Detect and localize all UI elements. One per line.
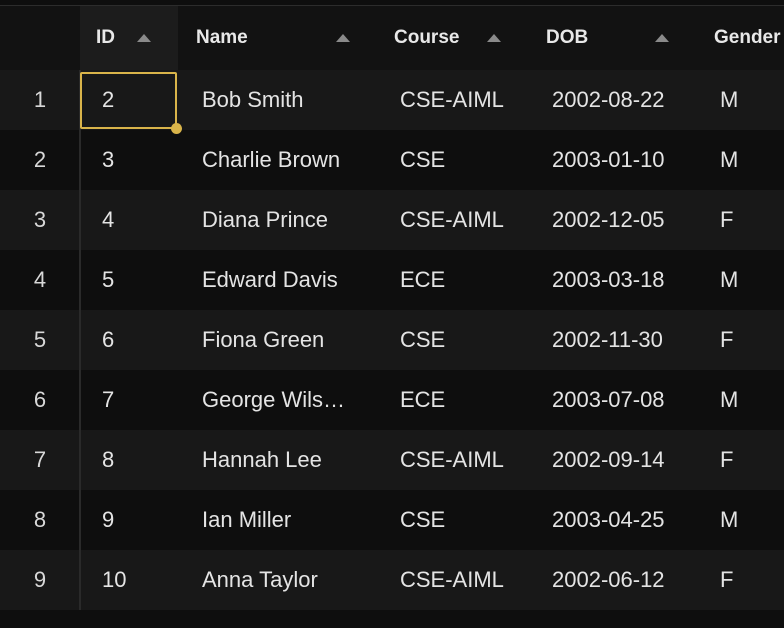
sort-ascending-icon[interactable] <box>336 34 350 42</box>
cell-dob[interactable]: 2002-06-12 <box>552 567 665 592</box>
sort-ascending-icon[interactable] <box>137 34 151 42</box>
row-number: 1 <box>33 87 47 112</box>
table-row[interactable]: 5 6 Fiona Green CSE 2002-11-30 F <box>0 310 784 370</box>
column-header-dob[interactable]: DOB <box>530 6 698 70</box>
grid-header: ID Name Course DOB Gender <box>0 6 784 70</box>
cell-id[interactable]: 2 <box>102 87 115 112</box>
cell-id[interactable]: 10 <box>102 567 127 592</box>
cell-dob[interactable]: 2002-12-05 <box>552 207 665 232</box>
table-row[interactable]: 6 7 George Wils… ECE 2003-07-08 M <box>0 370 784 430</box>
row-number: 7 <box>33 447 47 472</box>
cell-gender[interactable]: M <box>720 267 739 292</box>
cell-id[interactable]: 9 <box>102 507 115 532</box>
cell-name[interactable]: Charlie Brown <box>202 147 341 172</box>
grid-bottom-space <box>0 610 784 628</box>
cell-gender[interactable]: M <box>720 87 739 112</box>
cell-id[interactable]: 3 <box>102 147 115 172</box>
table-row[interactable]: 1 2 Bob Smith CSE-AIML 2002-08-22 M <box>0 70 784 130</box>
cell-gender[interactable]: F <box>720 447 734 472</box>
fill-handle[interactable] <box>171 123 182 134</box>
table-row[interactable]: 4 5 Edward Davis ECE 2003-03-18 M <box>0 250 784 310</box>
cell-name[interactable]: George Wils… <box>202 387 346 412</box>
cell-course[interactable]: CSE-AIML <box>400 207 504 232</box>
sort-ascending-icon[interactable] <box>487 34 501 42</box>
cell-gender[interactable]: F <box>720 567 734 592</box>
cell-id[interactable]: 6 <box>102 327 115 352</box>
row-number: 4 <box>33 267 47 292</box>
column-header-id-label: ID <box>96 27 115 48</box>
cell-dob[interactable]: 2002-08-22 <box>552 87 665 112</box>
row-number-header <box>0 6 80 70</box>
cell-id[interactable]: 4 <box>102 207 115 232</box>
cell-gender[interactable]: M <box>720 147 739 172</box>
cell-name[interactable]: Diana Prince <box>202 207 328 232</box>
cell-id[interactable]: 5 <box>102 267 115 292</box>
cell-course[interactable]: CSE-AIML <box>400 87 504 112</box>
cell-gender[interactable]: F <box>720 207 734 232</box>
cell-gender[interactable]: F <box>720 327 734 352</box>
sort-ascending-icon[interactable] <box>655 34 669 42</box>
cell-name[interactable]: Anna Taylor <box>202 567 318 592</box>
row-number: 8 <box>33 507 47 532</box>
cell-dob[interactable]: 2003-03-18 <box>552 267 665 292</box>
cell-name[interactable]: Ian Miller <box>202 507 292 532</box>
cell-id[interactable]: 8 <box>102 447 115 472</box>
cell-dob[interactable]: 2003-04-25 <box>552 507 665 532</box>
cell-name[interactable]: Bob Smith <box>202 87 304 112</box>
row-number: 3 <box>33 207 47 232</box>
cell-name[interactable]: Edward Davis <box>202 267 338 292</box>
cell-course[interactable]: CSE <box>400 507 446 532</box>
cell-course[interactable]: CSE <box>400 327 446 352</box>
column-header-gender-label: Gender <box>714 27 781 48</box>
cell-gender[interactable]: M <box>720 507 739 532</box>
table-row[interactable]: 9 10 Anna Taylor CSE-AIML 2002-06-12 F <box>0 550 784 610</box>
cell-course[interactable]: CSE <box>400 147 446 172</box>
column-header-name[interactable]: Name <box>180 6 378 70</box>
cell-dob[interactable]: 2003-01-10 <box>552 147 665 172</box>
cell-gender[interactable]: M <box>720 387 739 412</box>
table-row[interactable]: 3 4 Diana Prince CSE-AIML 2002-12-05 F <box>0 190 784 250</box>
cell-course[interactable]: ECE <box>400 267 446 292</box>
cell-course[interactable]: CSE-AIML <box>400 567 504 592</box>
cell-dob[interactable]: 2002-11-30 <box>552 327 663 352</box>
table-row[interactable]: 2 3 Charlie Brown CSE 2003-01-10 M <box>0 130 784 190</box>
row-number: 6 <box>33 387 47 412</box>
cell-dob[interactable]: 2003-07-08 <box>552 387 665 412</box>
cell-course[interactable]: ECE <box>400 387 446 412</box>
column-header-course-label: Course <box>394 27 460 48</box>
cell-name[interactable]: Hannah Lee <box>202 447 322 472</box>
cell-id[interactable]: 7 <box>102 387 115 412</box>
cell-dob[interactable]: 2002-09-14 <box>552 447 665 472</box>
row-number: 2 <box>33 147 47 172</box>
cell-name[interactable]: Fiona Green <box>202 327 325 352</box>
column-header-course[interactable]: Course <box>378 6 530 70</box>
top-divider <box>0 5 784 6</box>
column-header-gender[interactable]: Gender <box>698 6 784 70</box>
column-header-id[interactable]: ID <box>80 6 178 70</box>
row-number: 9 <box>33 567 47 592</box>
column-header-dob-label: DOB <box>546 27 589 48</box>
table-row[interactable]: 8 9 Ian Miller CSE 2003-04-25 M <box>0 490 784 550</box>
column-header-name-label: Name <box>196 27 248 48</box>
cell-course[interactable]: CSE-AIML <box>400 447 504 472</box>
row-number: 5 <box>33 327 47 352</box>
table-row[interactable]: 7 8 Hannah Lee CSE-AIML 2002-09-14 F <box>0 430 784 490</box>
pinned-column-divider <box>79 70 81 610</box>
